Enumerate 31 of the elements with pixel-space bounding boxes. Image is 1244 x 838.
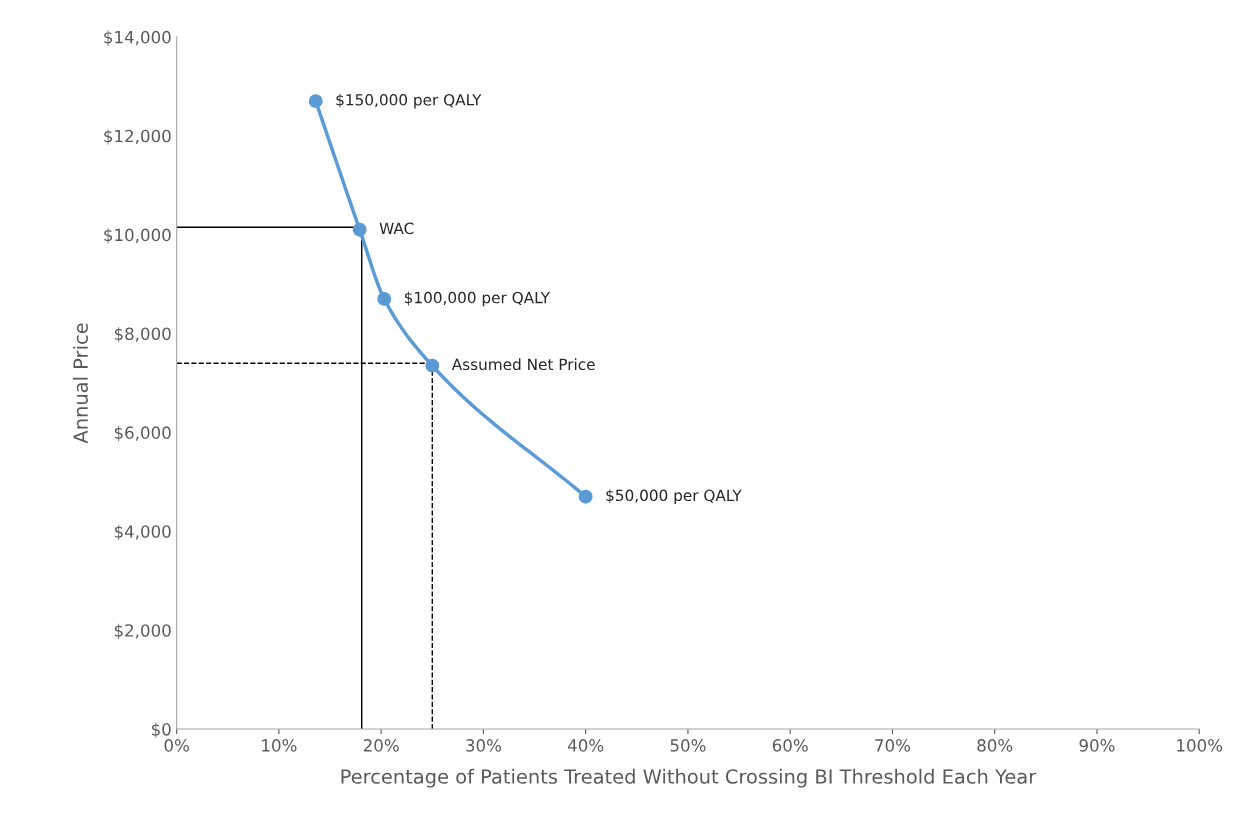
y-tick-label: $10,000 bbox=[104, 228, 171, 244]
y-tick-label: $12,000 bbox=[104, 129, 171, 145]
point bbox=[308, 94, 323, 109]
y-tick-label: $0 bbox=[151, 722, 171, 738]
x-tick-label: 60% bbox=[772, 739, 808, 752]
point bbox=[425, 358, 440, 373]
y-tick-label: $6,000 bbox=[114, 426, 171, 442]
point bbox=[578, 489, 593, 504]
x-tick-label: 90% bbox=[1079, 739, 1115, 752]
y-tick-label: $4,000 bbox=[114, 524, 171, 541]
x-tick-label: 70% bbox=[875, 739, 911, 752]
point bbox=[352, 222, 367, 237]
x-tick-label: 50% bbox=[670, 739, 706, 752]
annotation: $100,000 per QALY bbox=[404, 291, 550, 307]
y-tick-label: $2,000 bbox=[114, 623, 171, 639]
x-tick-label: 20% bbox=[363, 739, 399, 752]
x-tick-label: 0% bbox=[164, 739, 189, 752]
x-tick-label: 40% bbox=[567, 739, 604, 752]
x-tick-label: 10% bbox=[262, 739, 297, 752]
x-tick-label: 30% bbox=[466, 739, 502, 752]
x-tick-label: 100% bbox=[1177, 739, 1223, 752]
annotation: Assumed Net Price bbox=[451, 358, 595, 371]
y-axis-title: Annual Price bbox=[72, 323, 88, 444]
point bbox=[377, 291, 392, 306]
annotation: $150,000 per QALY bbox=[336, 93, 482, 109]
x-axis-title: Percentage of Patients Treated Without Crossing BI Threshold Each Year bbox=[341, 768, 1037, 788]
x-tick-label: 80% bbox=[977, 739, 1013, 752]
y-tick-label: $8,000 bbox=[114, 327, 171, 343]
annotation: $50,000 per QALY bbox=[606, 489, 742, 505]
annotation: WAC bbox=[379, 222, 414, 235]
y-tick-label: $14,000 bbox=[104, 30, 171, 46]
